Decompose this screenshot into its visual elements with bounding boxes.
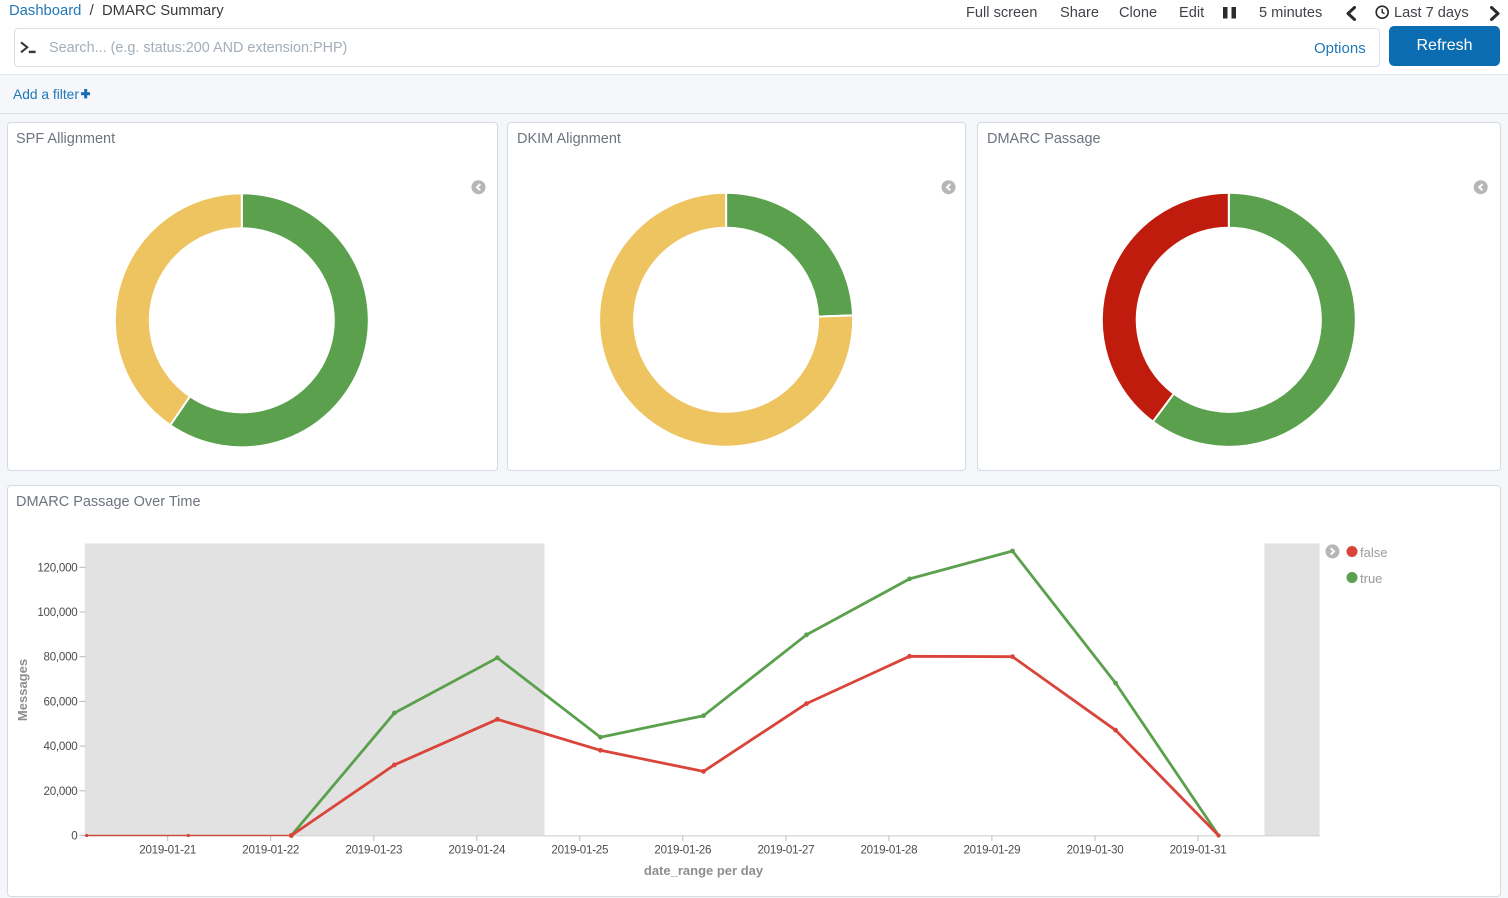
svg-text:2019-01-28: 2019-01-28	[860, 844, 917, 857]
svg-text:120,000: 120,000	[37, 561, 77, 574]
svg-text:2019-01-31: 2019-01-31	[1170, 844, 1227, 857]
svg-text:2019-01-30: 2019-01-30	[1067, 844, 1124, 857]
svg-text:2019-01-27: 2019-01-27	[757, 844, 814, 857]
svg-text:20,000: 20,000	[44, 785, 78, 798]
svg-text:60,000: 60,000	[44, 695, 78, 708]
svg-text:0: 0	[71, 830, 77, 843]
svg-text:40,000: 40,000	[44, 740, 78, 753]
svg-text:2019-01-25: 2019-01-25	[551, 844, 608, 857]
svg-text:100,000: 100,000	[37, 606, 77, 619]
svg-text:80,000: 80,000	[44, 651, 78, 664]
svg-text:2019-01-23: 2019-01-23	[345, 844, 402, 857]
svg-text:Messages: Messages	[15, 659, 30, 721]
svg-text:2019-01-21: 2019-01-21	[139, 844, 196, 857]
svg-text:2019-01-22: 2019-01-22	[242, 844, 299, 857]
svg-text:date_range per day: date_range per day	[644, 863, 764, 878]
svg-text:2019-01-29: 2019-01-29	[963, 844, 1020, 857]
svg-text:2019-01-24: 2019-01-24	[448, 844, 506, 857]
svg-text:2019-01-26: 2019-01-26	[654, 844, 711, 857]
